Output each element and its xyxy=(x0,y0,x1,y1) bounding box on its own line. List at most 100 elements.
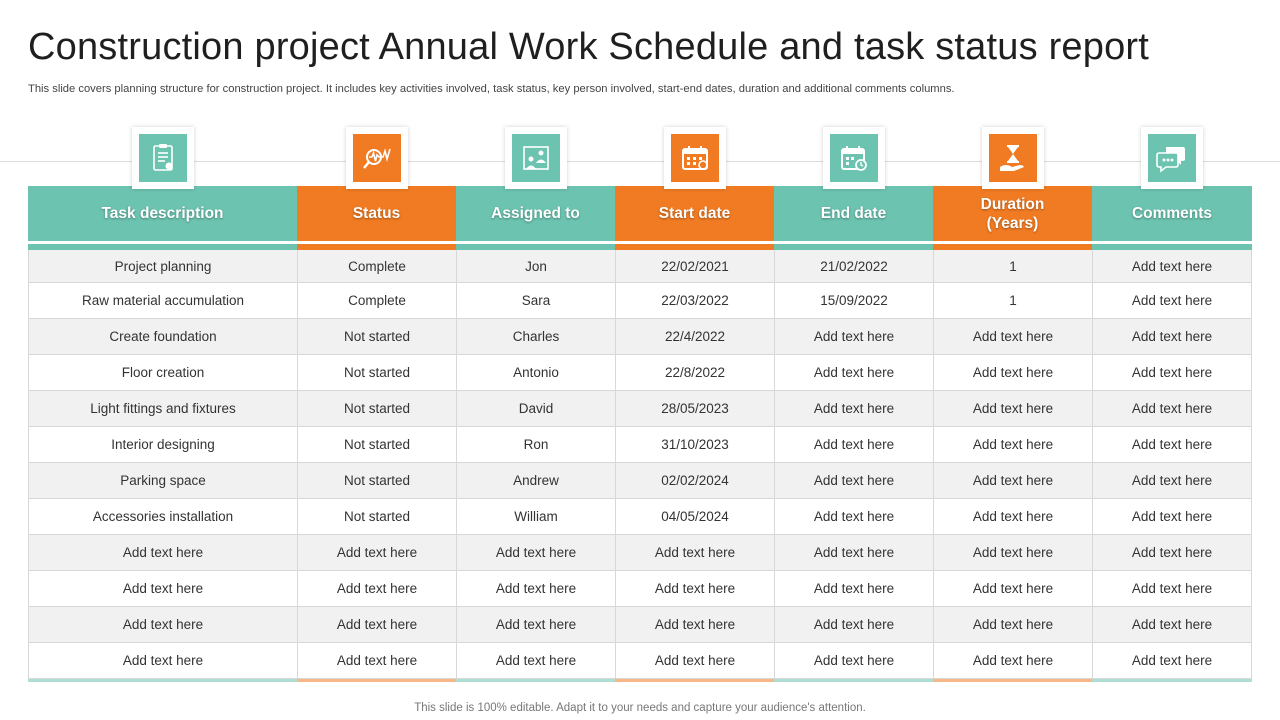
table-cell: Add text here xyxy=(933,319,1092,354)
column-bottom-edge xyxy=(774,679,933,682)
column-comments: Comments xyxy=(1092,127,1252,250)
header-stripe xyxy=(774,244,933,250)
column-status: Status xyxy=(297,127,456,250)
table-cell: Add text here xyxy=(774,499,933,534)
table-row: Add text here Add text here Add text here A… xyxy=(28,535,1252,571)
table-cell: Interior designing xyxy=(28,427,297,462)
clipboard-checklist-icon xyxy=(139,134,187,182)
column-icon-frame xyxy=(346,127,408,189)
table-cell: Add text here xyxy=(933,571,1092,606)
table-row: Add text here Add text here Add text here A… xyxy=(28,607,1252,643)
table-cell: Add text here xyxy=(1092,355,1252,390)
table-cell: Add text here xyxy=(297,643,456,678)
table-cell: 15/09/2022 xyxy=(774,283,933,318)
table-cell: Add text here xyxy=(297,571,456,606)
column-bottom-edge xyxy=(933,679,1092,682)
table-cell: Add text here xyxy=(933,535,1092,570)
column-bottom-edge xyxy=(615,679,774,682)
table-row: Parking space Not started Andrew 02/02/2024… xyxy=(28,463,1252,499)
header-stripe xyxy=(456,244,615,250)
table-cell: 21/02/2022 xyxy=(774,250,933,282)
column-bottom-edge xyxy=(456,679,615,682)
table-cell: Add text here xyxy=(28,643,297,678)
table-cell: Add text here xyxy=(28,607,297,642)
table-cell: Add text here xyxy=(774,355,933,390)
table-cell: Add text here xyxy=(615,571,774,606)
page-subtitle: This slide covers planning structure for… xyxy=(28,83,955,95)
column-duration-years: Duration (Years) xyxy=(933,127,1092,250)
table-cell: 22/4/2022 xyxy=(615,319,774,354)
table-cell: Create foundation xyxy=(28,319,297,354)
table-cell: 28/05/2023 xyxy=(615,391,774,426)
table-cell: Sara xyxy=(456,283,615,318)
table-cell: 02/02/2024 xyxy=(615,463,774,498)
column-header: Duration (Years) xyxy=(933,186,1092,241)
table-cell: 1 xyxy=(933,283,1092,318)
column-icon-frame xyxy=(982,127,1044,189)
table-cell: Add text here xyxy=(1092,535,1252,570)
table-row: Interior designing Not started Ron 31/10/20… xyxy=(28,427,1252,463)
header-stripe xyxy=(28,244,297,250)
header-stripe xyxy=(297,244,456,250)
table-cell: Add text here xyxy=(933,463,1092,498)
table-cell: Add text here xyxy=(1092,499,1252,534)
table-cell: Add text here xyxy=(933,355,1092,390)
table-cell: 22/03/2022 xyxy=(615,283,774,318)
table-cell: David xyxy=(456,391,615,426)
table-cell: Project planning xyxy=(28,250,297,282)
table-row: Light fittings and fixtures Not started Da… xyxy=(28,391,1252,427)
table-cell: Add text here xyxy=(1092,571,1252,606)
table-cell: Add text here xyxy=(1092,319,1252,354)
table-cell: 31/10/2023 xyxy=(615,427,774,462)
table-cell: Add text here xyxy=(28,535,297,570)
header-stripe xyxy=(933,244,1092,250)
people-presentation-icon xyxy=(512,134,560,182)
table-cell: Raw material accumulation xyxy=(28,283,297,318)
table-cell: Andrew xyxy=(456,463,615,498)
magnifier-pulse-icon xyxy=(353,134,401,182)
column-assigned-to: Assigned to xyxy=(456,127,615,250)
divider-line xyxy=(0,161,1280,162)
header-stripe xyxy=(615,244,774,250)
table-cell: Add text here xyxy=(933,607,1092,642)
table-cell: William xyxy=(456,499,615,534)
column-header: Task description xyxy=(28,186,297,241)
table-cell: Add text here xyxy=(456,535,615,570)
table-cell: Add text here xyxy=(456,643,615,678)
table-cell: Not started xyxy=(297,427,456,462)
column-header: Status xyxy=(297,186,456,241)
calendar-icon xyxy=(671,134,719,182)
table-row: Create foundation Not started Charles 22/4/… xyxy=(28,319,1252,355)
column-start-date: Start date xyxy=(615,127,774,250)
table-cell: 1 xyxy=(933,250,1092,282)
column-icon-frame xyxy=(505,127,567,189)
footer-note: This slide is 100% editable. Adapt it to… xyxy=(414,702,866,714)
hourglass-hand-icon xyxy=(989,134,1037,182)
table-cell: 04/05/2024 xyxy=(615,499,774,534)
table-cell: Antonio xyxy=(456,355,615,390)
table-cell: Complete xyxy=(297,250,456,282)
table-cell: Not started xyxy=(297,499,456,534)
table-cell: Add text here xyxy=(297,535,456,570)
table-cell: Add text here xyxy=(297,607,456,642)
chat-bubbles-icon xyxy=(1148,134,1196,182)
table-cell: Add text here xyxy=(1092,391,1252,426)
table-cell: Parking space xyxy=(28,463,297,498)
column-bottom-edge xyxy=(297,679,456,682)
table-cell: Add text here xyxy=(456,607,615,642)
table-cell: Add text here xyxy=(774,607,933,642)
table-cell: Add text here xyxy=(774,319,933,354)
table-cell: Add text here xyxy=(774,391,933,426)
column-bottom-edge xyxy=(28,679,297,682)
table-cell: Add text here xyxy=(933,643,1092,678)
table-cell: Accessories installation xyxy=(28,499,297,534)
table-cell: Add text here xyxy=(774,643,933,678)
table-cell: Charles xyxy=(456,319,615,354)
table-row: Floor creation Not started Antonio 22/8/202… xyxy=(28,355,1252,391)
page-title: Construction project Annual Work Schedul… xyxy=(28,26,1150,68)
table-cell: Add text here xyxy=(456,571,615,606)
table-row: Add text here Add text here Add text here A… xyxy=(28,643,1252,679)
table-cell: Add text here xyxy=(1092,607,1252,642)
column-header: Start date xyxy=(615,186,774,241)
table-cell: Add text here xyxy=(1092,643,1252,678)
